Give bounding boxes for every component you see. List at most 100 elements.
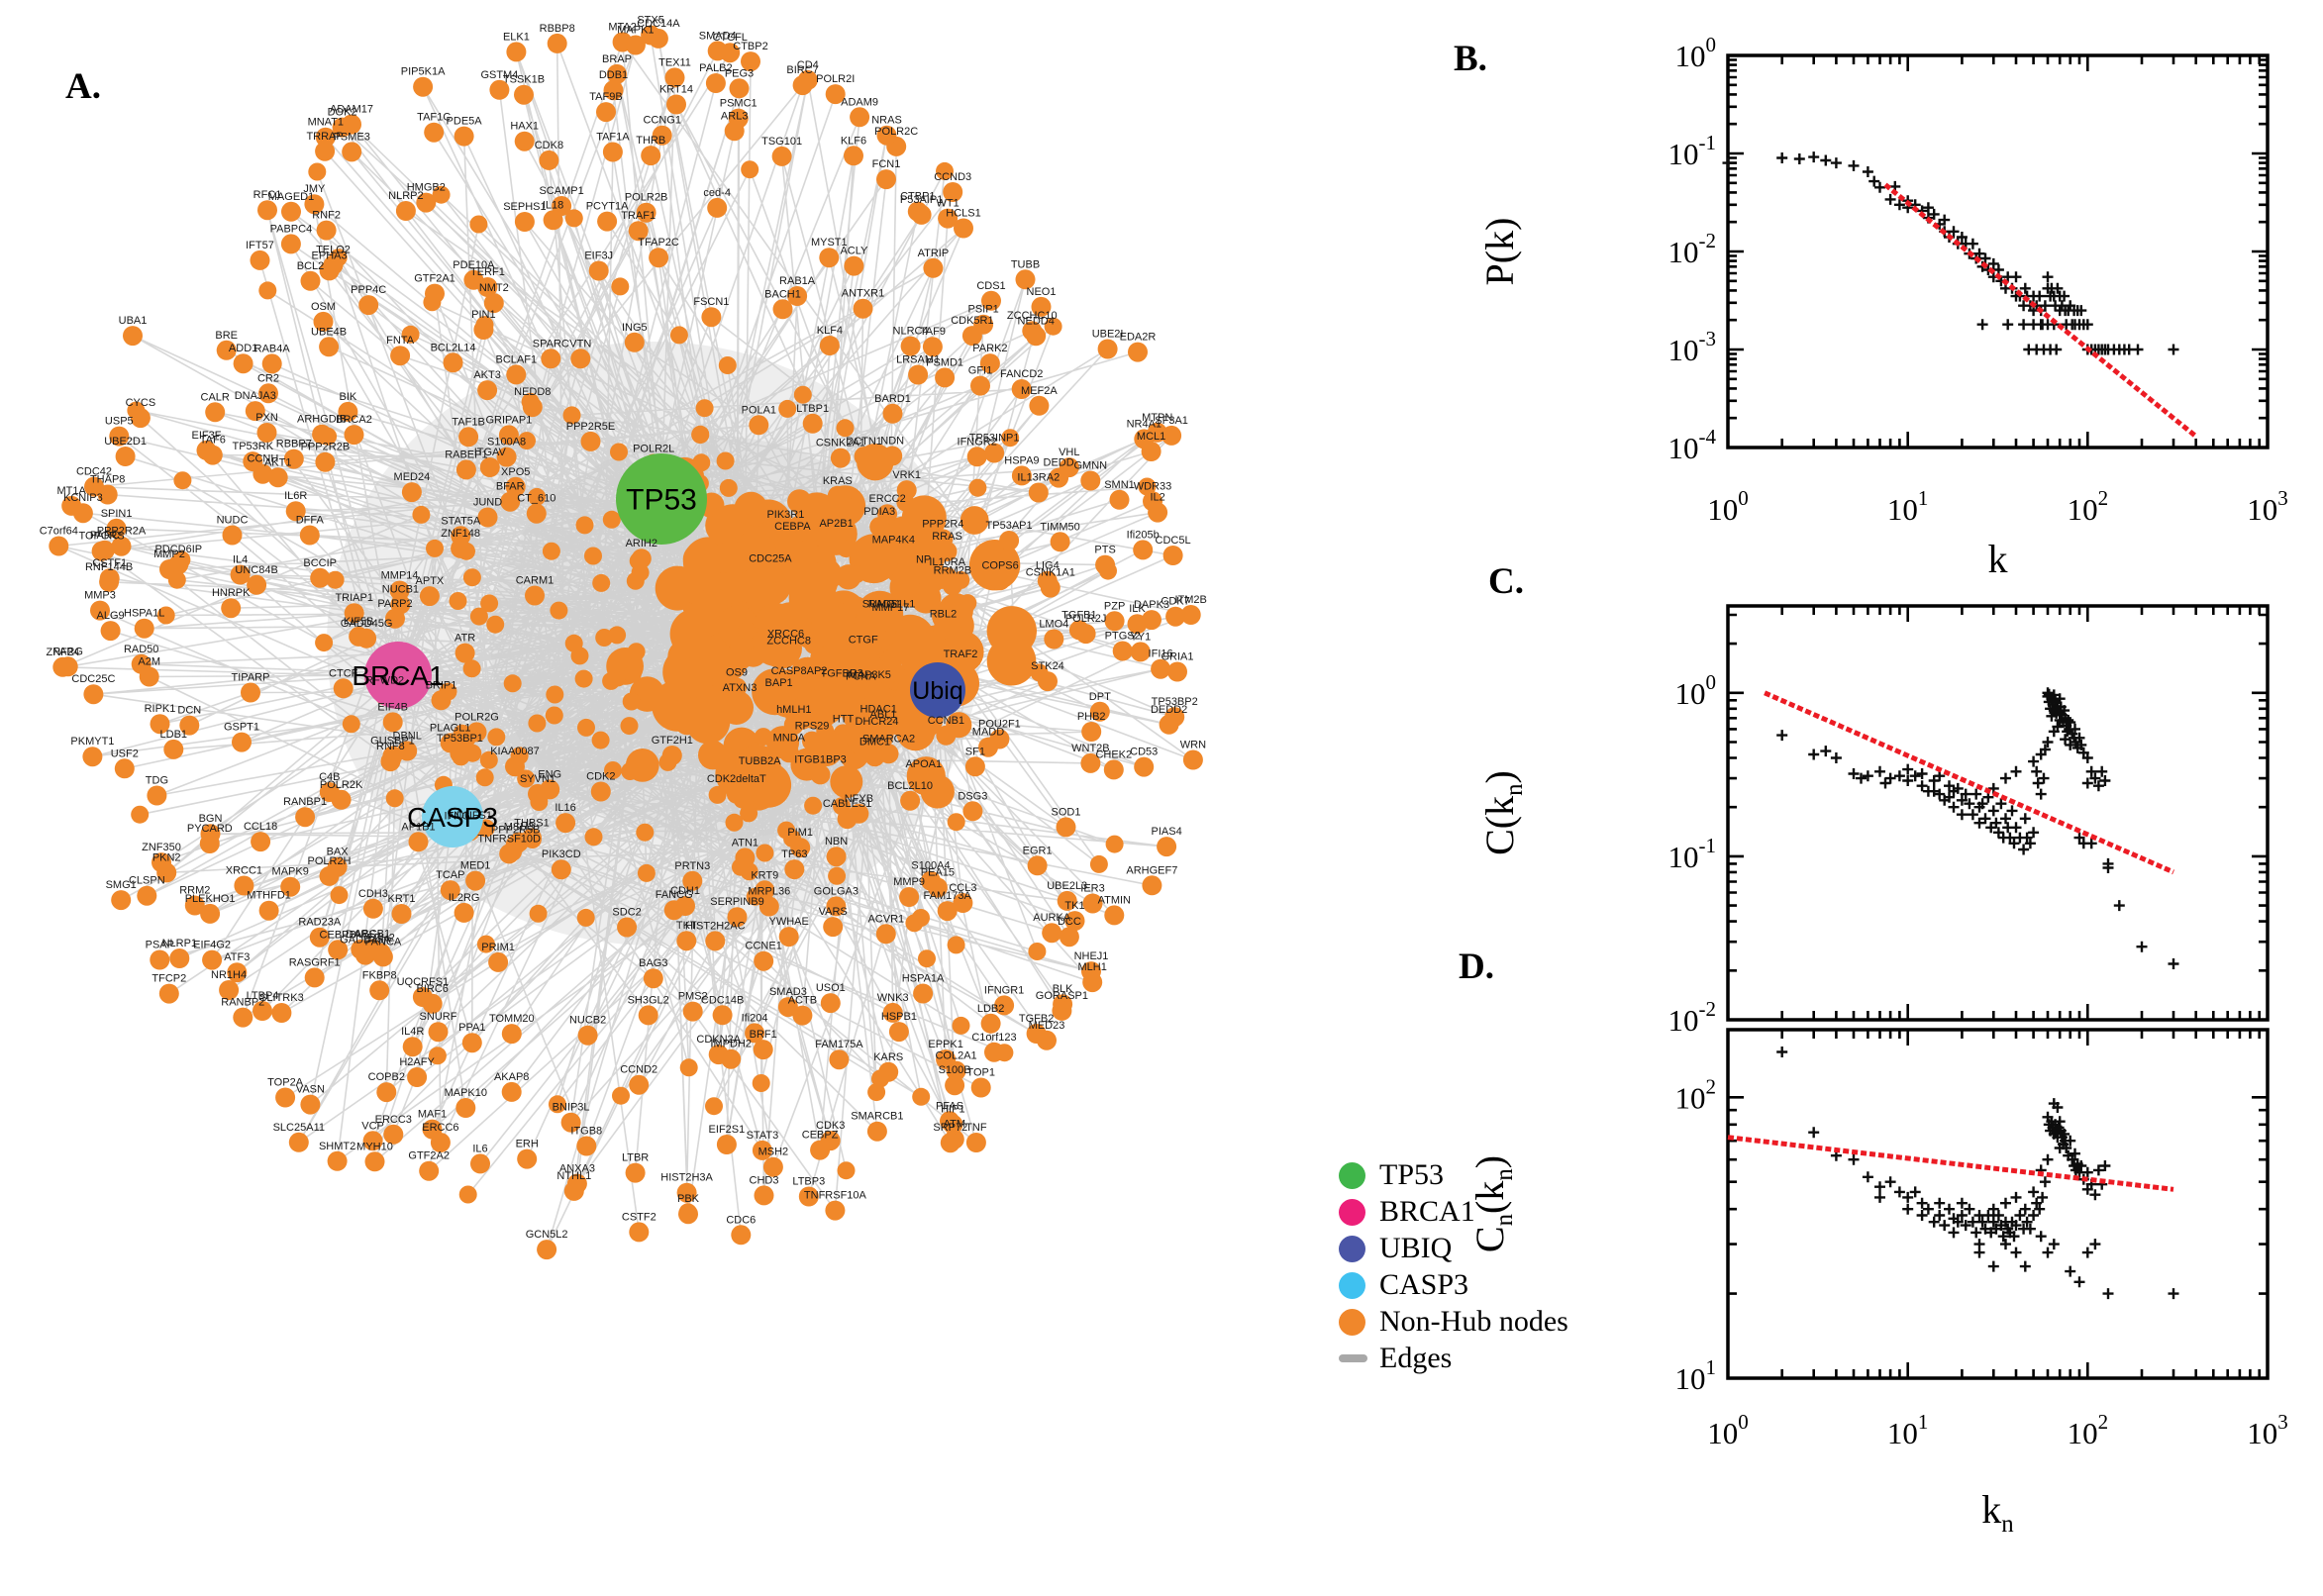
- network-node: [543, 210, 563, 231]
- network-node-label: ITM2B: [1174, 594, 1206, 606]
- network-node: [832, 678, 853, 699]
- network-node: [232, 732, 252, 752]
- network-node: [849, 596, 867, 615]
- hub-node-brca1: [364, 642, 432, 709]
- network-node-label: PIN1: [471, 309, 495, 321]
- network-node: [813, 645, 849, 680]
- hub-label-tp53: TP53: [626, 484, 697, 517]
- network-node-label: OSM: [311, 301, 336, 313]
- network-node: [486, 615, 505, 634]
- network-node-label: PXN: [255, 412, 278, 424]
- network-node-label: PSMD1: [926, 356, 963, 368]
- network-node: [962, 801, 983, 822]
- network-node-label: XRCC6: [767, 628, 804, 640]
- network-node: [156, 862, 177, 883]
- network-node: [402, 1037, 423, 1057]
- network-node: [342, 142, 362, 162]
- network-node: [1151, 658, 1171, 679]
- network-node: [643, 968, 663, 989]
- scatter-points: [1722, 151, 2179, 355]
- network-node: [376, 1082, 397, 1103]
- network-node: [338, 401, 358, 422]
- network-node: [199, 834, 220, 853]
- network-node-label: RFC1: [253, 189, 282, 201]
- legend-node-swatch-icon: [1339, 1161, 1365, 1189]
- network-node: [344, 425, 364, 446]
- network-node: [1049, 467, 1069, 488]
- network-node: [529, 904, 548, 923]
- network-node: [729, 78, 750, 99]
- network-node-label: STX5: [637, 15, 664, 27]
- network-node-label: CDC42: [76, 466, 112, 478]
- network-node-label: MAP4K4: [872, 534, 915, 546]
- network-node-label: ced-4: [703, 187, 731, 199]
- network-node: [83, 684, 104, 705]
- network-node-label: KRT9: [751, 869, 778, 881]
- network-node: [580, 431, 601, 451]
- network-node-label: SOD1: [1052, 806, 1081, 818]
- network-node-label: NRAS: [871, 115, 902, 127]
- network-node: [854, 447, 874, 466]
- network-node: [908, 364, 929, 385]
- network-node: [455, 1098, 476, 1118]
- network-node-label: THRB: [636, 135, 665, 147]
- panel-letter-b: B.: [1454, 39, 1487, 79]
- network-node-label: ZNF148: [441, 528, 480, 540]
- network-node-label: SCAMP1: [539, 185, 583, 197]
- network-node: [833, 797, 851, 816]
- network-node: [882, 1002, 903, 1023]
- network-node: [721, 1048, 742, 1069]
- network-node: [714, 541, 748, 574]
- network-node: [625, 1162, 646, 1183]
- network-node: [953, 893, 973, 913]
- network-node: [1029, 395, 1050, 416]
- network-node-label: TUBB2A: [739, 755, 781, 767]
- axis-ticks: [1726, 1030, 2270, 1380]
- network-node: [517, 1148, 538, 1169]
- network-node: [443, 352, 463, 373]
- network-node: [853, 298, 873, 319]
- network-node: [1057, 890, 1077, 911]
- network-node: [825, 84, 846, 105]
- network-node: [666, 94, 686, 115]
- network-node: [753, 1040, 773, 1060]
- network-node-label: SNURF: [420, 1011, 457, 1023]
- network-node-label: DBNL: [393, 731, 422, 743]
- network-node-label: IMPDH2: [710, 1039, 752, 1050]
- network-node-label: LIG4: [1036, 560, 1060, 572]
- network-node: [620, 717, 639, 736]
- network-node-label: BACH1: [764, 288, 801, 300]
- network-node-label: CTCF: [329, 667, 358, 679]
- network-node: [970, 1077, 991, 1098]
- network-node: [315, 141, 336, 161]
- network-node-label: MEF2A: [1021, 385, 1058, 397]
- network-node: [416, 192, 437, 213]
- network-node: [828, 866, 847, 885]
- network-node-label: CDS1: [976, 280, 1005, 292]
- network-node: [1011, 465, 1032, 486]
- network-node: [772, 615, 801, 645]
- network-node-label: ERCC6: [422, 1122, 458, 1134]
- network-node-label: EDA2R: [1120, 332, 1157, 344]
- network-node: [90, 600, 110, 621]
- network-node-label: ADD1: [229, 343, 257, 354]
- network-node: [560, 1112, 581, 1133]
- network-node-label: HMGB2: [407, 182, 446, 194]
- network-node: [784, 859, 805, 880]
- tick-label: 100: [1675, 33, 1717, 73]
- network-node-label: PBK: [677, 1193, 700, 1205]
- network-node-label: CDC25C: [71, 673, 115, 685]
- network-node-label: BGN: [199, 813, 223, 825]
- network-node: [719, 478, 738, 497]
- network-node-label: ERH: [516, 1139, 539, 1150]
- network-node: [489, 79, 510, 100]
- network-node: [200, 903, 221, 924]
- network-node-label: PARP2: [377, 598, 412, 610]
- network-node: [245, 401, 265, 422]
- network-node: [802, 413, 823, 434]
- network-node: [362, 939, 383, 959]
- network-node: [1157, 837, 1177, 857]
- network-node: [179, 715, 200, 736]
- network-node: [426, 539, 444, 557]
- network-node: [759, 563, 780, 584]
